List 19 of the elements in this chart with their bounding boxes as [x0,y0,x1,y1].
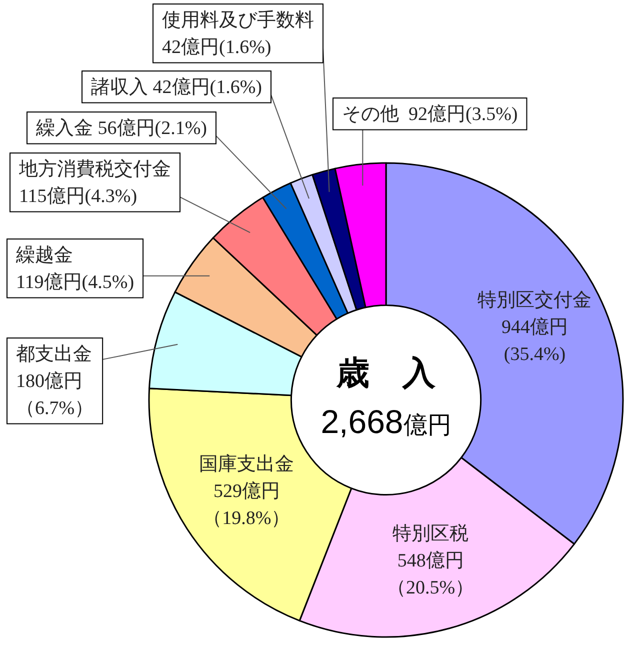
data-label: 42億円(1.6%) [162,37,272,58]
slice-label: 諸収入 42億円(1.6%) [91,77,262,98]
slice-label: 繰越金 [15,245,73,266]
slice-label: 繰入金 56億円(2.1%) [35,118,207,140]
data-label: 944億円(35.4%) [501,317,568,366]
data-label: 548億円（20.5%） [387,550,474,598]
slice-label: 特別区税 [392,523,469,544]
data-label: 115億円(4.3%) [19,186,138,208]
slice-label: 特別区交付金 [478,289,592,312]
data-label: 529億円（19.8%） [203,480,290,529]
slice-label: 地方消費税交付金 [18,158,171,180]
slice-label: その他 92億円(3.5%) [342,104,518,126]
text: 歳 入 [336,354,436,391]
slice-label: 都支出金 [16,344,92,366]
data-label: 119億円(4.5%) [16,272,134,294]
data-label: 180億円（6.7%） [16,371,94,420]
text: 2,668億円 [320,403,452,440]
slice-label: 使用料及び手数料 [162,10,314,32]
slice-label: 国庫支出金 [199,452,294,475]
